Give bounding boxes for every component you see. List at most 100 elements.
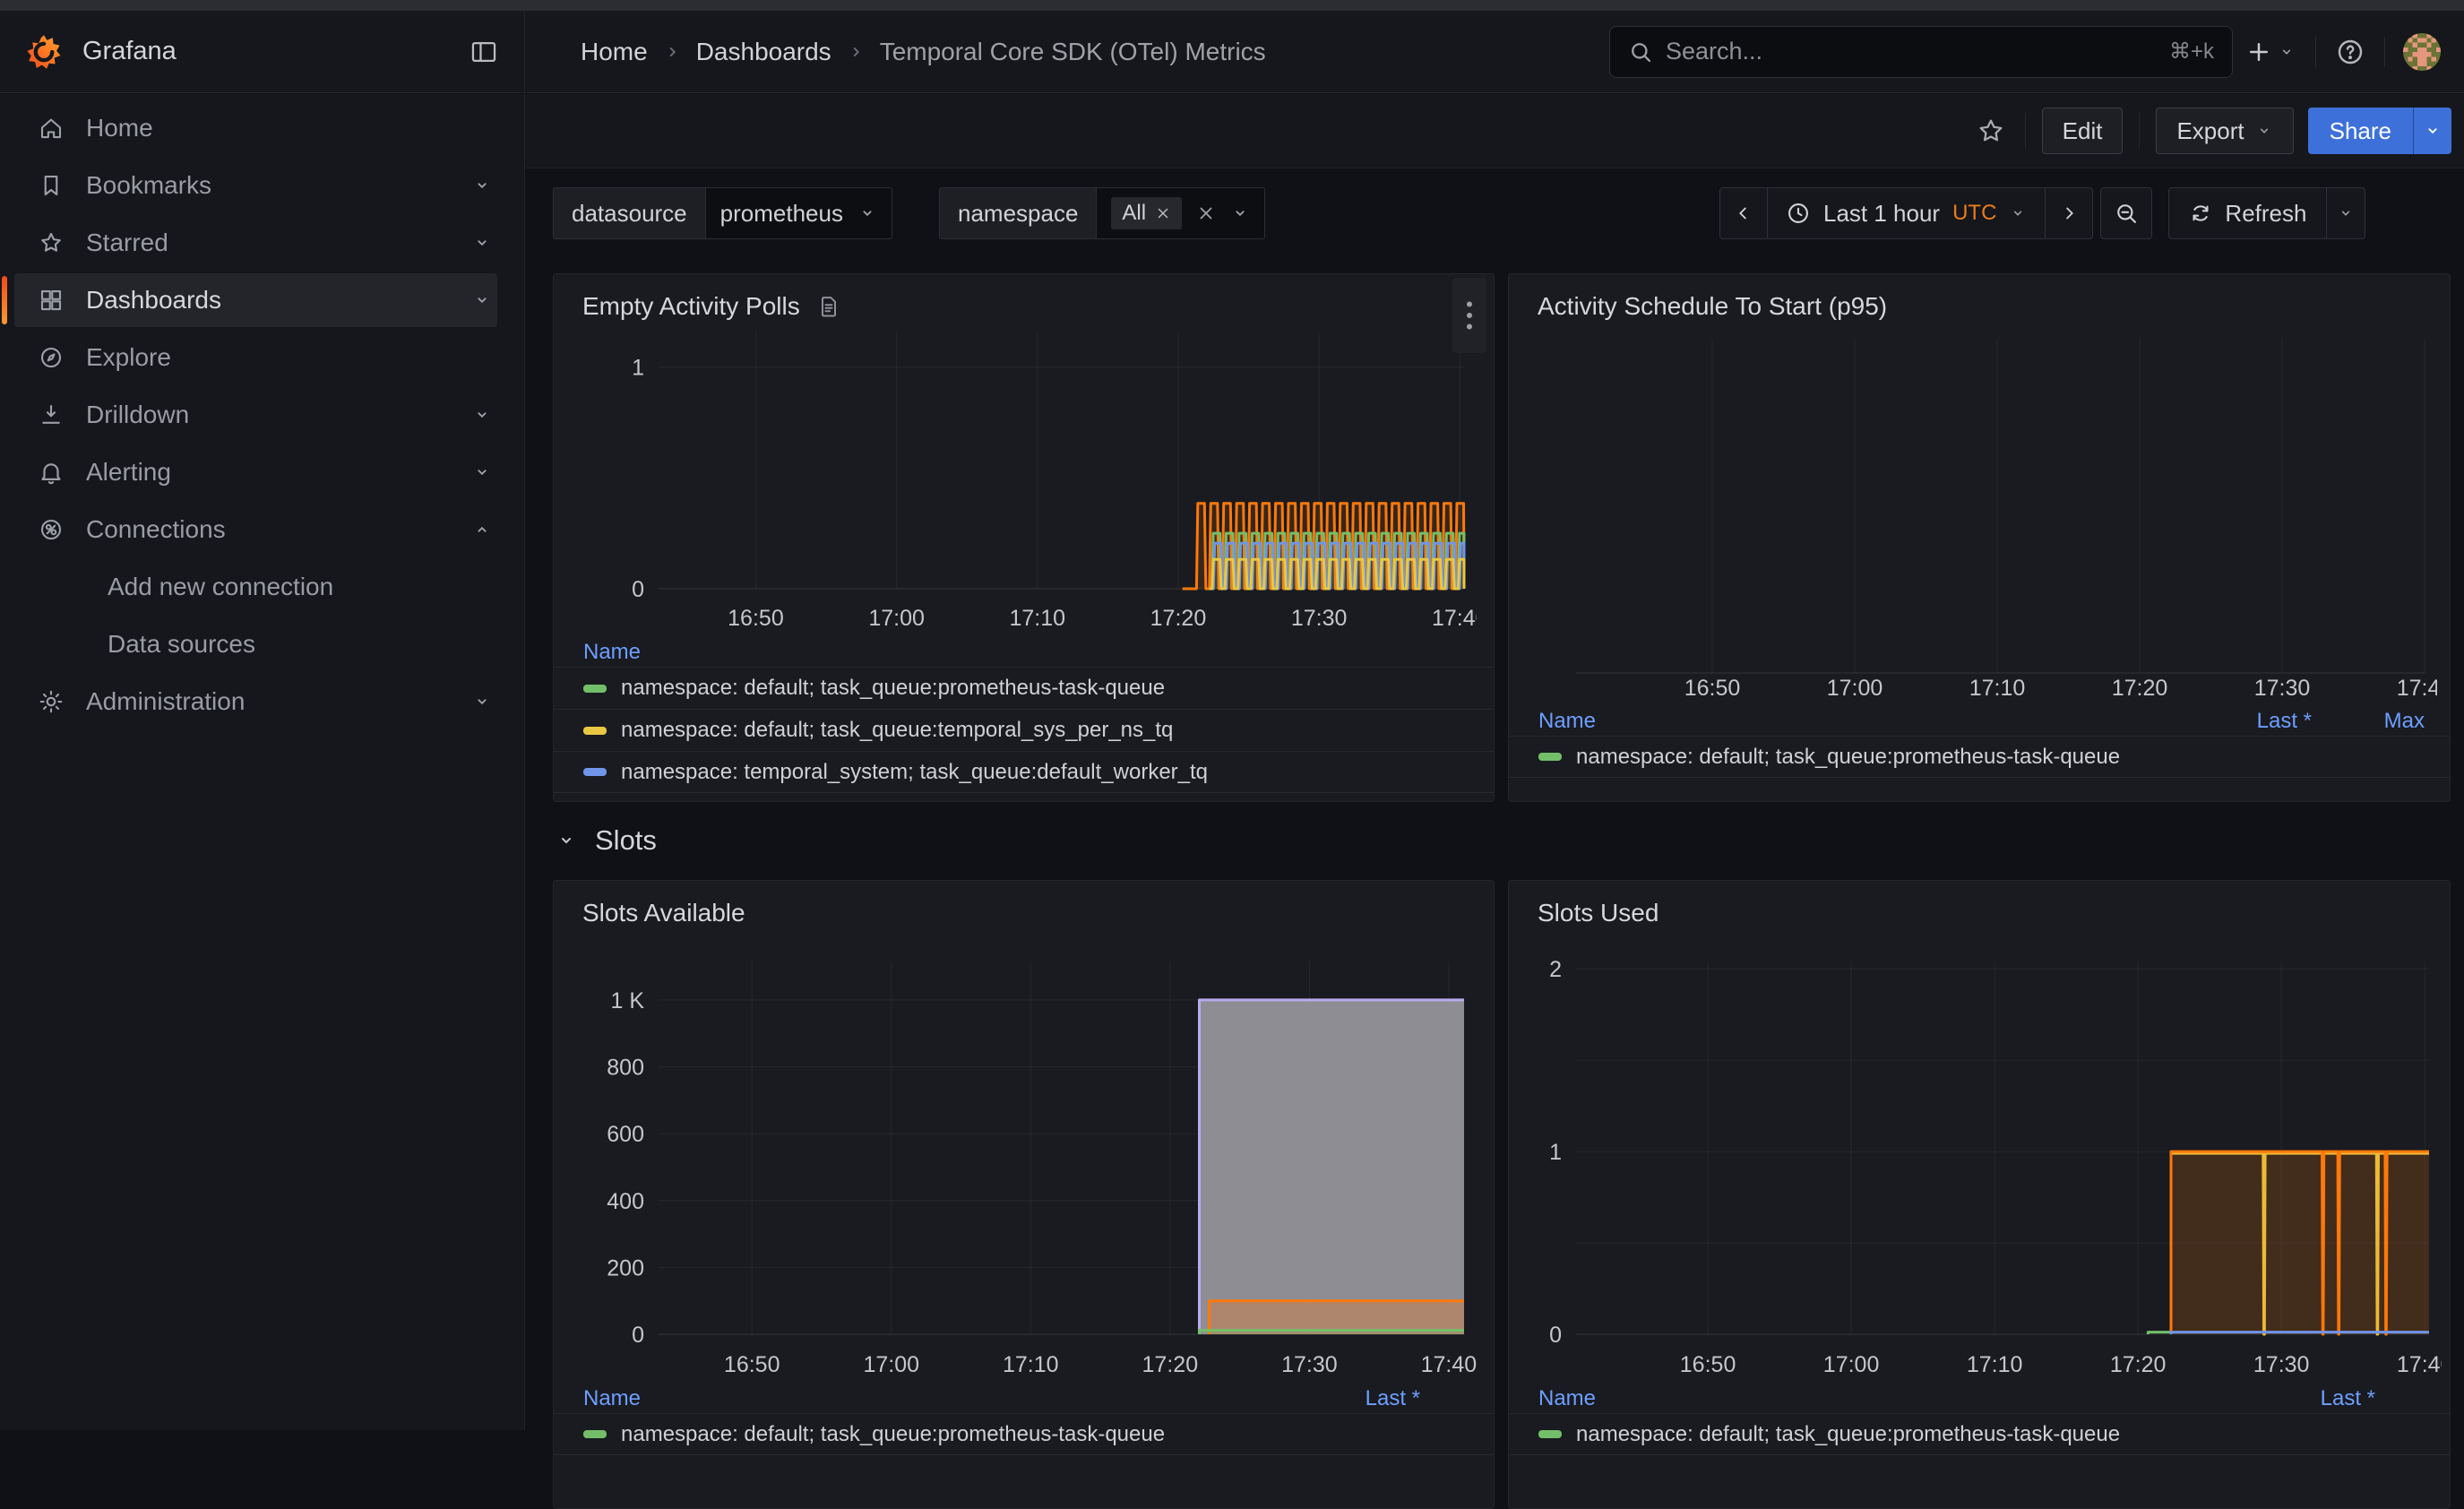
chevron-down-icon bbox=[472, 176, 492, 195]
time-series-chart[interactable]: 16:50 17:00 17:10 17:20 17:30 17:40 bbox=[1509, 274, 2437, 699]
legend-column-last[interactable]: Last * bbox=[2256, 709, 2312, 733]
panel-description-icon[interactable] bbox=[816, 294, 841, 319]
export-button[interactable]: Export bbox=[2156, 108, 2294, 154]
edit-button[interactable]: Edit bbox=[2041, 108, 2124, 154]
legend-series-name[interactable]: namespace: default; task_queue:prometheu… bbox=[1576, 744, 2121, 769]
legend-series-name[interactable]: namespace: temporal_system; task_queue:d… bbox=[621, 759, 1209, 784]
panel-title[interactable]: Activity Schedule To Start (p95) bbox=[1538, 292, 1887, 321]
sidebar-item-add-new-connection[interactable]: Add new connection bbox=[0, 558, 524, 616]
time-range-picker[interactable]: Last 1 hour UTC bbox=[1767, 187, 2046, 239]
chevron-down-icon bbox=[472, 233, 492, 253]
legend-series-name[interactable]: namespace: default; task_queue:temporal_… bbox=[621, 718, 1174, 742]
chevron-down-icon bbox=[2428, 128, 2437, 134]
svg-text:17:20: 17:20 bbox=[1150, 606, 1207, 631]
help-button[interactable] bbox=[2323, 26, 2377, 78]
legend-swatch[interactable] bbox=[583, 768, 607, 776]
refresh-button[interactable]: Refresh bbox=[2168, 187, 2328, 239]
panel-empty-activity-polls: Empty Activity Polls 1 0 16:50 17:00 17:10 17… bbox=[553, 273, 1495, 802]
legend-swatch[interactable] bbox=[1538, 753, 1562, 761]
sidebar-item-explore[interactable]: Explore bbox=[0, 329, 524, 386]
grid-icon bbox=[38, 287, 65, 314]
legend-header: Name Last * bbox=[1509, 1379, 2450, 1413]
sidebar-item-label: Home bbox=[86, 114, 153, 142]
sidebar-item-alerting[interactable]: Alerting bbox=[0, 444, 524, 501]
legend-column-last[interactable]: Last * bbox=[2320, 1386, 2375, 1410]
panel-title[interactable]: Slots Used bbox=[1538, 899, 1658, 927]
legend-swatch[interactable] bbox=[583, 1430, 607, 1438]
legend-swatch[interactable] bbox=[583, 726, 607, 735]
filter-namespace: namespace All bbox=[939, 187, 1266, 239]
legend-swatch[interactable] bbox=[583, 684, 607, 693]
search-input[interactable]: Search... ⌘+k bbox=[1609, 25, 2233, 78]
user-avatar[interactable] bbox=[2403, 32, 2441, 71]
legend-swatch[interactable] bbox=[1538, 1430, 1562, 1438]
panel-title-text: Empty Activity Polls bbox=[582, 292, 800, 320]
legend-column-name[interactable]: Name bbox=[583, 640, 642, 664]
legend-column-last[interactable]: Last * bbox=[1365, 1386, 1420, 1410]
filter-datasource-value[interactable]: prometheus bbox=[704, 187, 892, 239]
nav-sidebar: Home Bookmarks Starred Dashboards Explore Dri… bbox=[0, 94, 525, 1430]
sidebar-item-starred[interactable]: Starred bbox=[0, 214, 524, 272]
sidebar-item-connections[interactable]: Connections bbox=[0, 501, 524, 558]
chevron-left-icon bbox=[1739, 207, 1746, 220]
time-series-chart[interactable]: 2 1 0 16:50 17:00 17:10 17:20 17:30 17:40 bbox=[1509, 881, 2442, 1375]
sidebar-item-label: Connections bbox=[86, 515, 226, 543]
header-divider bbox=[2384, 36, 2385, 67]
sidebar-item-label: Dashboards bbox=[86, 286, 221, 314]
svg-text:17:40: 17:40 bbox=[2397, 676, 2437, 699]
legend-row: namespace: default; task_queue:prometheu… bbox=[554, 667, 1494, 709]
time-series-chart[interactable]: 1 0 16:50 17:00 17:10 17:20 17:30 17:40 bbox=[554, 274, 1477, 633]
legend-column-name[interactable]: Name bbox=[1538, 1386, 1597, 1410]
svg-text:1 K: 1 K bbox=[610, 988, 644, 1013]
sidebar-item-label: Drilldown bbox=[86, 401, 190, 428]
sidebar-toggle-icon[interactable] bbox=[469, 37, 499, 67]
panel-menu-button[interactable] bbox=[1452, 278, 1486, 353]
zoom-out-button[interactable] bbox=[2100, 187, 2153, 239]
svg-text:0: 0 bbox=[1549, 1323, 1562, 1348]
breadcrumb-home[interactable]: Home bbox=[581, 37, 648, 65]
grafana-logo[interactable] bbox=[25, 33, 63, 71]
share-button[interactable]: Share bbox=[2307, 108, 2413, 154]
time-series-chart[interactable]: 1 K 800 600 400 200 0 16:50 17:00 17:10 17:20 17:3… bbox=[554, 881, 1477, 1375]
svg-text:800: 800 bbox=[607, 1056, 644, 1081]
share-dropdown-button[interactable] bbox=[2413, 108, 2451, 154]
section-slots-label: Slots bbox=[595, 824, 657, 856]
sidebar-item-label: Data sources bbox=[108, 630, 255, 658]
time-shift-forward-button[interactable] bbox=[2045, 187, 2094, 239]
sidebar-item-dashboards[interactable]: Dashboards bbox=[0, 272, 524, 329]
legend-series-name[interactable]: namespace: default; task_queue:prometheu… bbox=[621, 1421, 1166, 1446]
legend-series-name[interactable]: namespace: default; task_queue:prometheu… bbox=[1576, 1421, 2121, 1446]
sidebar-item-bookmarks[interactable]: Bookmarks bbox=[0, 157, 524, 214]
panel-title[interactable]: Slots Available bbox=[582, 899, 745, 927]
svg-text:17:20: 17:20 bbox=[1142, 1352, 1199, 1375]
header-divider bbox=[2315, 36, 2316, 67]
section-slots-toggle[interactable]: Slots bbox=[556, 815, 657, 866]
legend-header: Name Last * bbox=[554, 1379, 1494, 1413]
breadcrumb-dashboards[interactable]: Dashboards bbox=[695, 37, 831, 65]
filter-namespace-value[interactable]: All bbox=[1096, 187, 1266, 239]
refresh-icon bbox=[2193, 205, 2210, 221]
svg-text:1: 1 bbox=[1549, 1140, 1562, 1165]
panel-title[interactable]: Empty Activity Polls bbox=[582, 292, 841, 321]
bookmark-icon bbox=[38, 172, 65, 199]
chevron-down-icon bbox=[472, 290, 492, 310]
home-icon bbox=[38, 115, 65, 142]
legend-series-name[interactable]: namespace: default; task_queue:prometheu… bbox=[621, 676, 1166, 700]
favorite-star-button[interactable] bbox=[1966, 108, 2016, 154]
legend-column-max[interactable]: Max bbox=[2383, 709, 2425, 733]
timezone-label: UTC bbox=[1952, 201, 1997, 225]
svg-text:17:00: 17:00 bbox=[1827, 676, 1883, 699]
time-shift-back-button[interactable] bbox=[1719, 187, 1768, 239]
sidebar-item-administration[interactable]: Administration bbox=[0, 673, 524, 730]
legend-column-name[interactable]: Name bbox=[1538, 709, 1597, 733]
sidebar-item-data-sources[interactable]: Data sources bbox=[0, 616, 524, 673]
clear-all-icon[interactable] bbox=[1196, 203, 1216, 223]
legend-column-name[interactable]: Name bbox=[583, 1386, 642, 1410]
sidebar-item-home[interactable]: Home bbox=[0, 99, 524, 157]
refresh-label: Refresh bbox=[2225, 199, 2307, 227]
refresh-interval-dropdown[interactable] bbox=[2326, 187, 2366, 239]
filter-namespace-chip[interactable]: All bbox=[1111, 197, 1183, 229]
panel-legend: Name namespace: default; task_queue:prome… bbox=[554, 633, 1494, 793]
new-button[interactable] bbox=[2233, 26, 2308, 78]
sidebar-item-drilldown[interactable]: Drilldown bbox=[0, 386, 524, 444]
